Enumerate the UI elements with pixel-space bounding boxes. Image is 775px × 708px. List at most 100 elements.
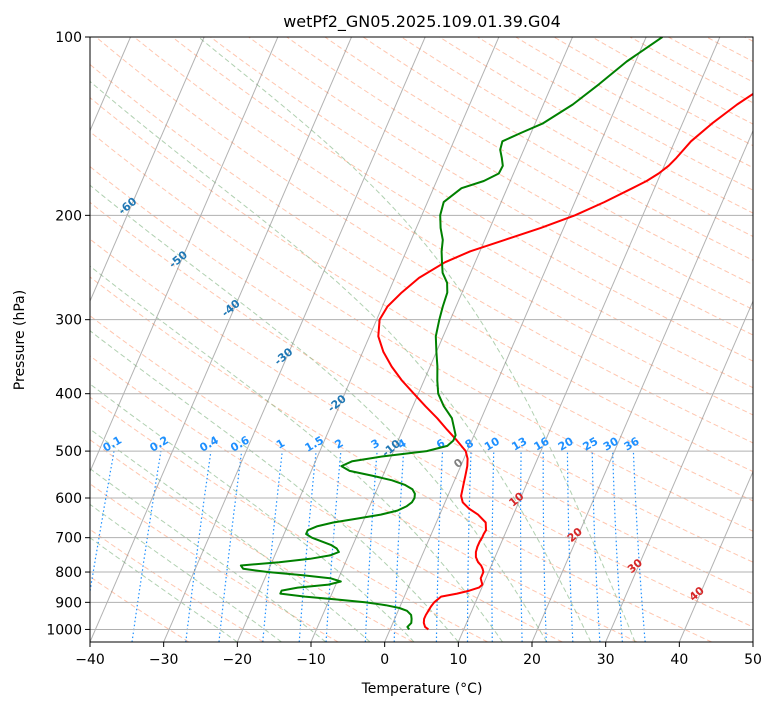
x-tick-label: 50 — [744, 652, 762, 668]
moist-adiabat-line — [90, 537, 238, 642]
dry-adiabat-line — [553, 37, 753, 147]
mixing-ratio-line — [90, 450, 115, 596]
dry-adiabat-line — [90, 97, 753, 502]
reference-line-labels: 0.10.20.40.611.52346810131620253036-100-… — [64, 144, 707, 604]
x-tick-label: 0 — [380, 652, 389, 668]
plot-frame — [89, 36, 754, 643]
y-tick-label: 900 — [55, 595, 82, 611]
isotherm-line — [752, 640, 753, 642]
dry-adiabat-line — [90, 439, 414, 642]
moist-adiabat-line — [90, 428, 371, 642]
moist-adiabats — [90, 37, 636, 642]
dry-adiabat-line — [90, 483, 339, 642]
y-axis-label: Pressure (hPa) — [12, 290, 28, 390]
isotherm-line — [163, 37, 426, 642]
sounding-profiles — [239, 37, 753, 631]
moist-adiabat-line — [90, 383, 415, 642]
dry-adiabat-line — [210, 37, 753, 362]
dry-adiabat-line — [515, 37, 753, 169]
x-tick-label: −20 — [223, 652, 253, 668]
dry-adiabat-line — [477, 37, 753, 191]
mixing-ratio-line — [185, 451, 212, 642]
y-tick-label: 100 — [55, 30, 82, 46]
dry-adiabat-line — [248, 37, 753, 336]
x-axis-label: Temperature (°C) — [361, 681, 483, 697]
isotherm-label-cold: -40 — [219, 297, 243, 320]
isobar-gridlines — [90, 37, 753, 630]
mixing-ratio-line — [435, 451, 444, 642]
isotherm-label-cold: -60 — [116, 195, 140, 218]
isotherm-label-warm: 30 — [625, 556, 645, 576]
mixing-ratio-lines — [90, 450, 646, 642]
isotherm-line — [90, 37, 352, 642]
mixing-ratio-line — [298, 451, 317, 642]
dry-adiabat-line — [90, 355, 563, 642]
x-tick-label: 10 — [449, 652, 467, 668]
dry-adiabat-line — [90, 315, 638, 642]
moist-adiabat-line — [90, 184, 548, 642]
dry-adiabat-line — [90, 528, 264, 642]
isotherm-label-cold: -70 — [64, 144, 88, 167]
x-tick-label: 20 — [523, 652, 541, 668]
dry-adiabat-line — [706, 37, 753, 63]
dry-adiabat-line — [591, 37, 753, 125]
y-tick-label: 700 — [55, 531, 82, 547]
isotherm-line — [90, 37, 205, 303]
mixing-ratio-line — [491, 451, 495, 642]
y-tick-label: 800 — [55, 565, 82, 581]
temperature-profile-line — [377, 92, 753, 631]
mixing-ratio-line — [325, 451, 342, 642]
dry-adiabat-line — [90, 238, 753, 628]
isotherm-label-warm: 20 — [565, 525, 585, 545]
x-tick-label: −10 — [296, 652, 326, 668]
dry-adiabat-line — [744, 37, 753, 42]
moist-adiabat-line — [90, 330, 459, 642]
dry-adiabat-line — [133, 37, 753, 416]
x-tick-label: −30 — [149, 652, 179, 668]
y-tick-label: 300 — [55, 313, 82, 329]
mixing-ratio-line — [262, 451, 283, 642]
mixing-ratio-label: 1 — [274, 437, 287, 452]
x-tick-label: 40 — [670, 652, 688, 668]
dry-adiabat-line — [324, 37, 753, 286]
moist-adiabat-line — [90, 265, 503, 642]
dry-adiabat-line — [362, 37, 753, 261]
mixing-ratio-label: 2 — [333, 437, 346, 452]
x-axis-ticks: −40 −30 −20 −10 0 10 20 30 40 50 — [75, 642, 762, 668]
dry-adiabat-line — [90, 131, 753, 532]
isotherm-line — [310, 37, 573, 642]
y-tick-label: 600 — [55, 491, 82, 507]
isotherm-line — [457, 37, 721, 642]
isotherm-line — [90, 37, 279, 473]
moist-adiabat-line — [198, 37, 636, 642]
isotherm-line — [384, 37, 647, 642]
chart-title: wetPf2_GN05.2025.109.01.39.G04 — [283, 12, 561, 32]
isotherm-label-warm: 40 — [687, 584, 707, 604]
isotherm-line — [605, 299, 753, 642]
dry-adiabat-line — [171, 37, 753, 389]
isotherm-line — [678, 470, 753, 642]
isotherm-label-cold: -20 — [325, 392, 349, 415]
y-tick-label: 1000 — [46, 622, 82, 638]
mixing-ratio-line — [591, 451, 601, 642]
moist-adiabat-line — [90, 503, 282, 642]
dry-adiabat-line — [90, 201, 753, 595]
isotherm-label-cold: -30 — [272, 345, 296, 368]
x-tick-label: 30 — [597, 652, 615, 668]
y-tick-label: 200 — [55, 208, 82, 224]
isotherm-label-cold: -50 — [166, 248, 190, 271]
dry-adiabats — [90, 37, 753, 642]
y-tick-label: 400 — [55, 387, 82, 403]
mixing-ratio-line — [218, 451, 243, 642]
x-tick-label: −40 — [75, 652, 105, 668]
y-tick-label: 500 — [55, 444, 82, 460]
isotherms — [0, 37, 753, 642]
dry-adiabat-line — [90, 276, 712, 642]
isotherm-line — [531, 129, 753, 642]
isotherm-line — [0, 37, 57, 642]
dry-adiabat-line — [90, 396, 488, 642]
dewpoint-profile-line — [239, 37, 663, 630]
dry-adiabat-line — [90, 165, 753, 563]
dry-adiabat-line — [668, 37, 753, 83]
